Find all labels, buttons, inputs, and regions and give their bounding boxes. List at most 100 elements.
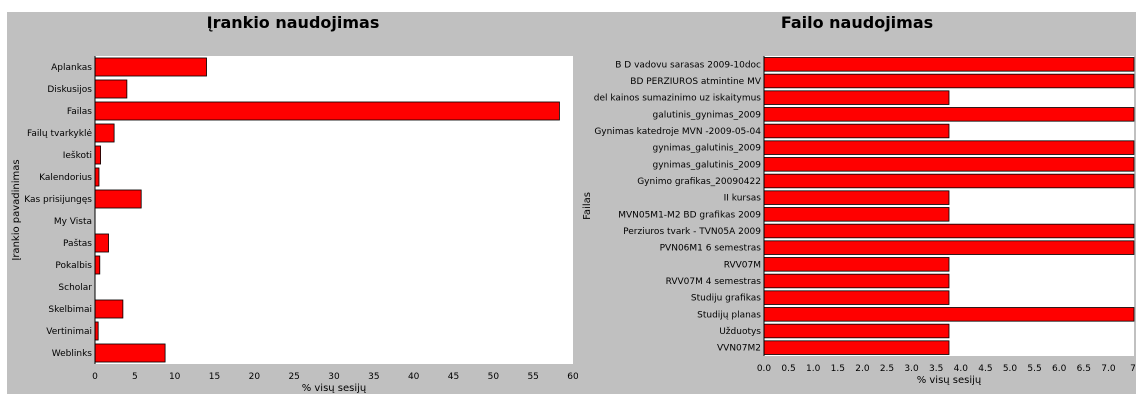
file-x-tick-label: 2.0 [855,364,870,374]
file-category-label: Perziuros tvark - TVN05A 2009 [623,227,761,237]
file-chart-title: Failo naudojimas [781,13,933,32]
file-x-tick-label: 4.0 [954,364,969,374]
tool-x-tick-label: 40 [408,372,420,382]
tool-bar [94,189,142,209]
file-category-label: gynimas_galutinis_2009 [653,160,762,170]
tool-category-label: Failas [67,107,92,117]
tool-bar [94,101,560,121]
file-category-label: galutinis_gynimas_2009 [653,110,762,120]
file-bar [763,157,1135,172]
file-category-label: del kainos sumazinimo uz iskaitymus [594,94,762,104]
tool-x-tick-label: 60 [567,372,579,382]
file-bar [763,107,1135,122]
file-x-tick-label: 1.5 [831,364,845,374]
file-bar [763,173,1135,189]
tool-category-label: Diskusijos [47,85,92,95]
file-x-tick-label: 6.0 [1052,364,1067,374]
tool-x-tick-label: 10 [169,372,181,382]
file-x-tick-label: 6.5 [1077,364,1091,374]
file-bar [763,140,1135,155]
file-x-tick-label: 3.0 [904,364,919,374]
tool-usage-chart-panel: Įrankio naudojimas Aplankas Diskusijos Fail… [7,12,579,394]
tool-bar [94,145,101,165]
file-x-tick-label: 1.0 [806,364,821,374]
file-category-label: VVN07M2 [717,344,761,354]
file-x-tick-label: 0.0 [757,364,772,374]
file-category-label: RVV07M 4 semestras [666,277,762,287]
tool-category-label: Kalendorius [39,173,92,183]
file-usage-chart-panel: Failo naudojimas B D vadovu sarasas 2009-… [578,12,1136,394]
tool-x-tick-label: 55 [527,372,538,382]
file-bar [763,290,950,305]
file-x-tick-label: 4.5 [978,364,992,374]
tool-category-label: Weblinks [52,349,93,359]
file-category-label: Studijų planas [697,310,761,320]
tool-x-axis-title: % visų sesijų [302,383,367,394]
file-category-label: RVV07M [724,260,761,270]
tool-category-label: Ieškoti [63,150,92,161]
tool-category-label: Vertinimai [46,327,92,337]
file-bar [763,307,1135,322]
file-category-label: II kursas [724,194,762,204]
tool-category-label: Scholar [58,283,92,293]
file-x-tick-label: 7.0 [1101,364,1116,374]
file-bar [763,340,950,355]
file-y-axis-title: Failas [582,192,593,220]
file-category-label: B D vadovu sarasas 2009-10doc [615,60,761,70]
tool-chart-title: Įrankio naudojimas [207,13,380,32]
tool-x-tick-label: 35 [368,372,379,382]
file-bar [763,73,1135,89]
file-category-label: PVN06M1 6 semestras [660,244,762,254]
file-title-bar [578,12,1136,34]
file-category-label: Gynimo grafikas_20090422 [637,177,761,187]
file-plot-area [764,56,1134,356]
tool-bar [94,79,128,99]
tool-bar [94,167,100,187]
tool-bar [94,57,207,77]
file-bar [763,240,1135,255]
file-category-label: BD PERZIUROS atmintine MV [630,77,762,87]
file-x-tick-label: 5.0 [1003,364,1018,374]
file-category-label: Užduotys [719,327,761,337]
file-bar [763,190,950,205]
tool-x-tick-label: 15 [209,372,220,382]
file-category-label: Studiju grafikas [691,294,761,304]
tool-usage-chart: Įrankio naudojimas Aplankas Diskusijos Fail… [7,12,579,394]
tool-x-tick-label: 45 [448,372,459,382]
file-usage-chart: Failo naudojimas B D vadovu sarasas 2009-… [578,12,1136,394]
tool-title-bar [7,12,579,34]
tool-category-label: Paštas [63,238,92,249]
tool-x-tick-label: 20 [249,372,261,382]
tool-x-tick-label: 5 [132,372,138,382]
file-bar [763,207,950,222]
file-x-tick-label: 5.5 [1027,364,1041,374]
file-bar [763,123,950,139]
tool-category-label: Skelbimai [48,305,92,315]
tool-bar [94,299,124,319]
file-category-label: gynimas_galutinis_2009 [653,144,762,154]
file-x-tick-label: 2.5 [880,364,894,374]
tool-bar [94,123,115,143]
file-bar [763,90,950,105]
tool-category-label: My Vista [54,217,92,227]
file-bar [763,257,950,272]
file-category-label: Gynimas katedroje MVN -2009-05-04 [594,127,761,137]
tool-category-label: Aplankas [51,63,92,73]
tool-category-label: Failų tvarkyklė [27,129,92,139]
tool-category-label: Pokalbis [55,261,92,271]
tool-x-tick-label: 25 [288,372,299,382]
file-x-tick-label: 0.5 [781,364,795,374]
tool-category-label: Kas prisijungęs [24,195,92,205]
tool-bar [94,255,101,275]
tool-x-tick-label: 50 [488,372,500,382]
tool-x-tick-label: 0 [92,372,98,382]
tool-x-tick-label: 30 [328,372,340,382]
file-bar [763,57,1135,72]
file-x-tick-label: 7 [1130,364,1136,374]
file-bar [763,223,1135,239]
file-bar [763,273,950,289]
file-x-axis-title: % visų sesijų [917,375,982,386]
file-bar [763,323,950,339]
tool-y-axis-title: Įrankio pavadinimas [11,159,22,260]
tool-bar [94,343,166,363]
